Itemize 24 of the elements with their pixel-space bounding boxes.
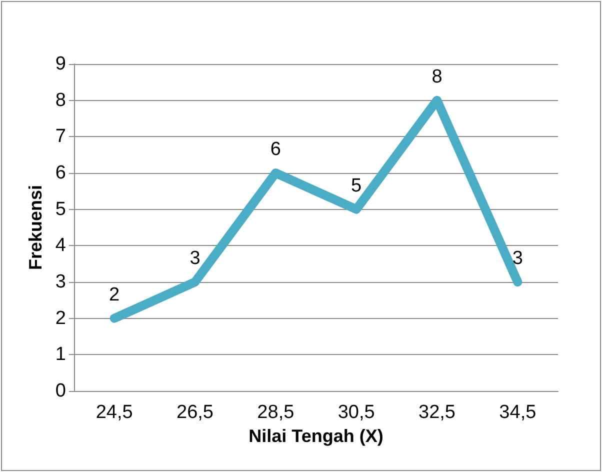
y-tick-label: 7 <box>55 126 66 148</box>
data-label: 2 <box>109 284 120 306</box>
data-label: 8 <box>432 66 442 88</box>
y-tick-label: 3 <box>55 272 66 292</box>
y-tick-label: 1 <box>55 344 66 366</box>
y-tick-label: 8 <box>55 90 66 111</box>
x-axis-title: Nilai Tengah (X) <box>248 426 384 446</box>
y-tick-label: 9 <box>55 54 66 74</box>
y-tick-label: 5 <box>55 198 66 220</box>
x-tick-label: 26,5 <box>176 402 214 423</box>
data-label: 6 <box>270 139 281 160</box>
x-tick-label: 28,5 <box>257 402 294 423</box>
y-tick-label: 2 <box>55 308 66 329</box>
y-tick-label: 0 <box>55 380 66 402</box>
data-label: 3 <box>190 248 200 269</box>
x-tick-label: 32,5 <box>418 402 456 423</box>
y-tick-label: 4 <box>55 235 66 256</box>
x-tick-label: 30,5 <box>338 402 375 423</box>
x-tick-label: 34,5 <box>499 402 536 423</box>
data-label: 5 <box>351 175 362 196</box>
y-axis-title: Frekuensi <box>26 184 46 270</box>
x-tick-label: 24,5 <box>96 402 133 423</box>
data-label: 3 <box>512 248 523 269</box>
y-tick-label: 6 <box>55 162 66 184</box>
